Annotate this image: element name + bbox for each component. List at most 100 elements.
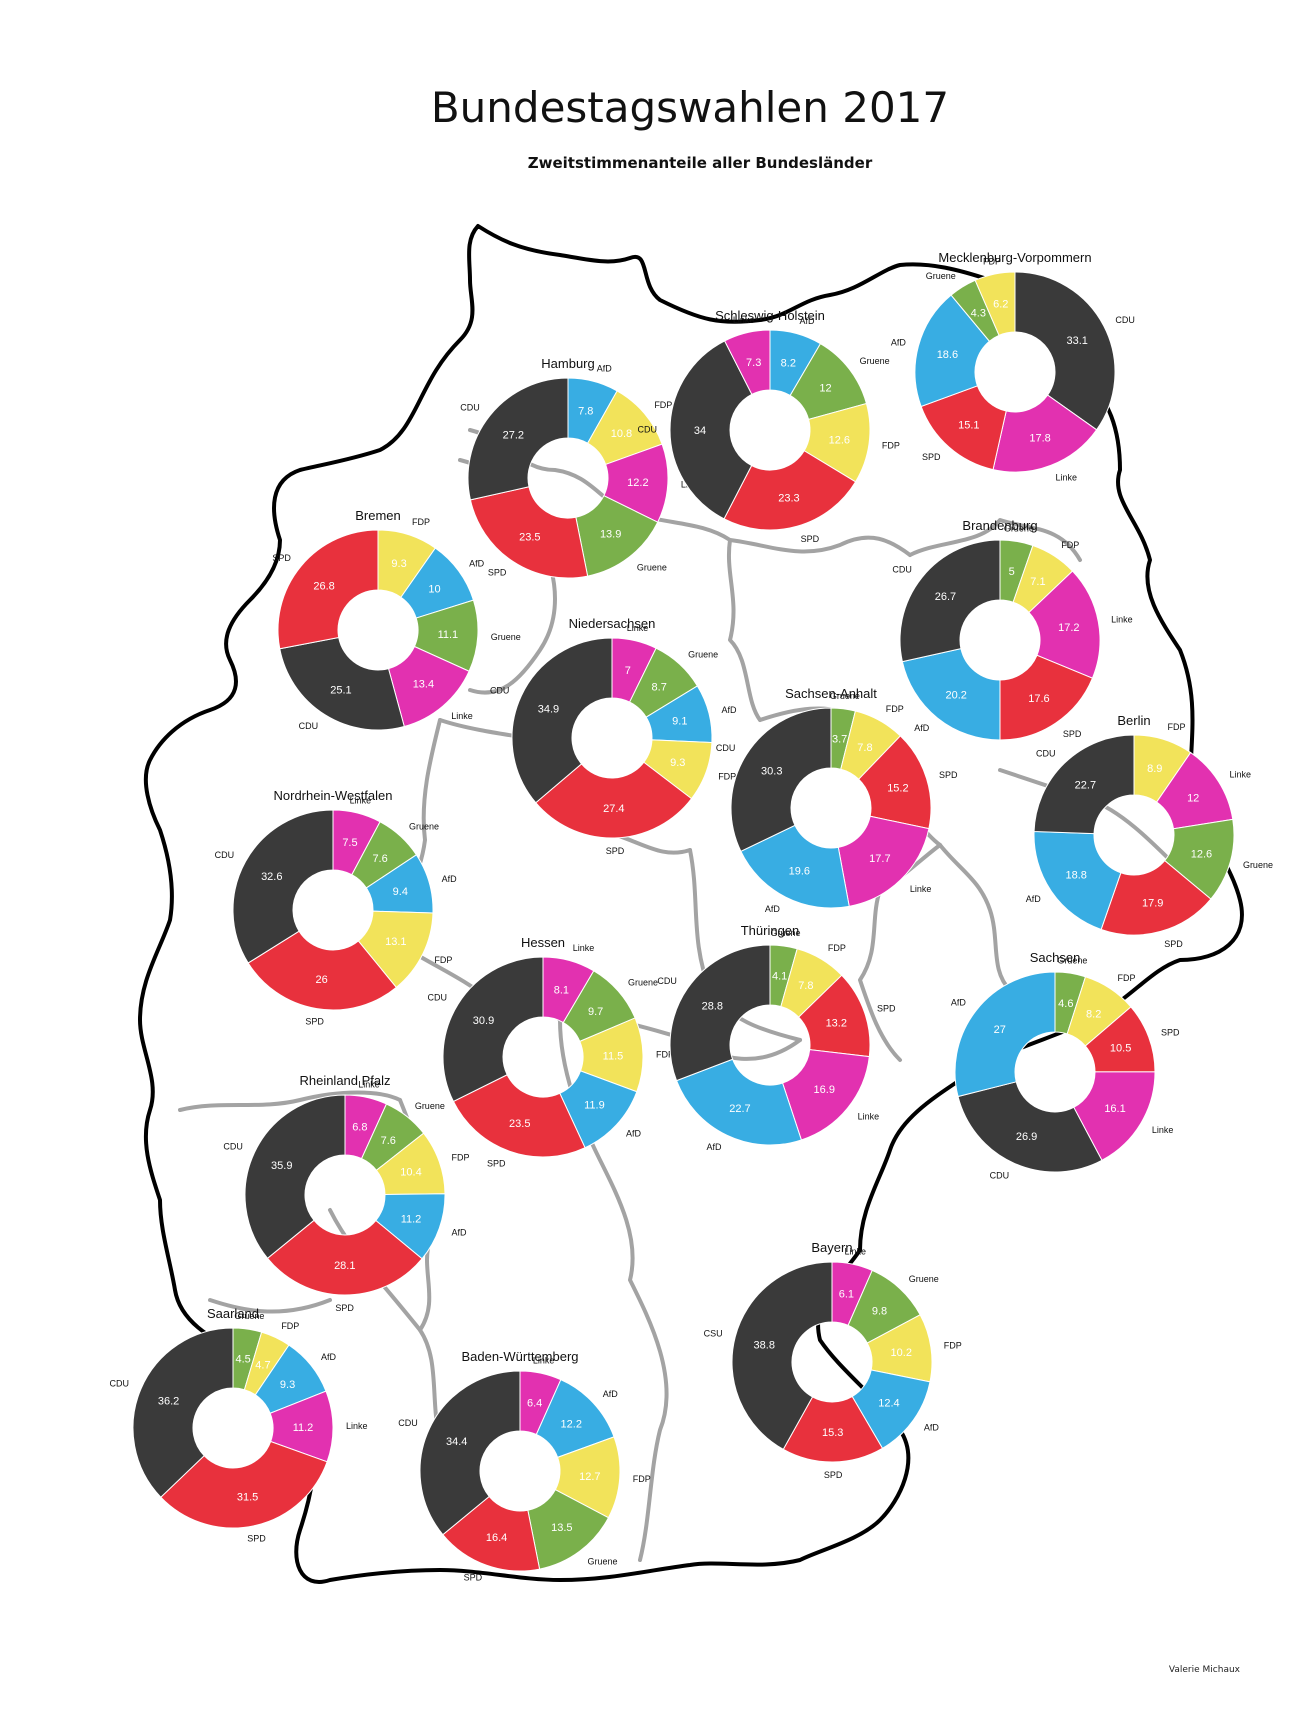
slice-sachsen-linke xyxy=(1073,1071,1156,1161)
party-label-hamburg-afd: AfD xyxy=(597,364,613,374)
party-label-brandenburg-spd: SPD xyxy=(1063,729,1082,739)
slice-schleswig-holstein-cdu xyxy=(669,340,753,520)
party-label-berlin-fdp: FDP xyxy=(1167,722,1185,732)
party-label-thueringen-fdp: FDP xyxy=(828,943,846,953)
slice-schleswig-holstein-spd xyxy=(723,450,857,531)
value-label-schleswig-holstein-linke: 7.3 xyxy=(746,357,761,369)
value-label-sachsen-anhalt-afd: 19.6 xyxy=(789,865,810,877)
value-label-niedersachsen-gruene: 8.7 xyxy=(652,681,667,693)
party-label-thueringen-gruene: Gruene xyxy=(771,928,801,938)
value-label-baden-wuerttemberg-afd: 12.2 xyxy=(561,1418,582,1430)
party-label-berlin-linke: Linke xyxy=(1230,770,1252,780)
party-label-sachsen-afd: AfD xyxy=(951,998,967,1008)
donut-rheinland-pfalz: Rheinland Pfalz 6.8 Linke 7.6 Gruene 10.4 FDP 1… xyxy=(223,1073,469,1313)
party-label-nordrhein-westfalen-linke: Linke xyxy=(350,795,372,805)
donut-hamburg: Hamburg7.8AfD10.8FDP12.2Linke13.9Gruene2… xyxy=(460,356,702,579)
value-label-nordrhein-westfalen-cdu: 32.6 xyxy=(261,871,282,883)
donut-title-rheinland-pfalz: Rheinland Pfalz xyxy=(299,1073,390,1088)
value-label-nordrhein-westfalen-fdp: 13.1 xyxy=(385,936,406,948)
party-label-rheinland-pfalz-fdp: FDP xyxy=(452,1152,470,1162)
party-label-sachsen-fdp: FDP xyxy=(1117,973,1135,983)
value-label-nordrhein-westfalen-spd: 26 xyxy=(315,974,327,986)
value-label-nordrhein-westfalen-linke: 7.5 xyxy=(342,837,357,849)
value-label-thueringen-afd: 22.7 xyxy=(729,1103,750,1115)
party-label-bremen-linke: Linke xyxy=(451,711,473,721)
slice-niedersachsen-spd xyxy=(535,761,693,839)
party-label-bayern-linke: Linke xyxy=(844,1246,866,1256)
donut-title-saarland: Saarland xyxy=(207,1306,259,1321)
value-label-saarland-cdu: 36.2 xyxy=(158,1396,179,1408)
donut-title-bayern: Bayern xyxy=(811,1240,852,1255)
value-label-sachsen-linke: 16.1 xyxy=(1104,1103,1125,1115)
value-label-thueringen-linke: 16.9 xyxy=(814,1084,835,1096)
value-label-brandenburg-cdu: 26.7 xyxy=(935,591,956,603)
value-label-sachsen-anhalt-cdu: 30.3 xyxy=(761,766,782,778)
credit-text: Valerie Michaux xyxy=(1169,1665,1241,1675)
party-label-schleswig-holstein-gruene: Gruene xyxy=(860,356,890,366)
value-label-saarland-spd: 31.5 xyxy=(237,1491,258,1503)
value-label-niedersachsen-cdu: 34.9 xyxy=(538,704,559,716)
party-label-hamburg-cdu: CDU xyxy=(460,402,480,412)
party-label-niedersachsen-linke: Linke xyxy=(627,623,649,633)
party-label-hamburg-spd: SPD xyxy=(488,568,507,578)
party-label-berlin-spd: SPD xyxy=(1164,939,1183,949)
party-label-hessen-cdu: CDU xyxy=(427,992,447,1002)
party-label-sachsen-gruene: Gruene xyxy=(1057,955,1087,965)
party-label-saarland-spd: SPD xyxy=(247,1534,266,1544)
party-label-baden-wuerttemberg-spd: SPD xyxy=(464,1572,483,1582)
slice-saarland-spd xyxy=(160,1440,328,1529)
party-label-thueringen-linke: Linke xyxy=(858,1111,880,1121)
donut-sachsen-anhalt: Sachsen-Anhalt 3.7 Gruene 7.8 FDP 15.2 SPD 17.7… xyxy=(716,686,958,914)
party-label-baden-wuerttemberg-gruene: Gruene xyxy=(588,1557,618,1567)
party-label-nordrhein-westfalen-fdp: FDP xyxy=(434,955,452,965)
value-label-bremen-spd: 26.8 xyxy=(313,580,334,592)
value-label-sachsen-afd: 27 xyxy=(994,1024,1006,1036)
party-label-thueringen-cdu: CDU xyxy=(657,976,677,986)
party-label-baden-wuerttemberg-afd: AfD xyxy=(603,1389,619,1399)
party-label-rheinland-pfalz-cdu: CDU xyxy=(223,1142,243,1152)
value-label-sachsen-spd: 10.5 xyxy=(1110,1043,1131,1055)
value-label-bremen-gruene: 11.1 xyxy=(438,629,459,641)
party-label-mecklenburg-vorpommern-fdp: FDP xyxy=(983,256,1001,266)
value-label-bayern-fdp: 10.2 xyxy=(891,1347,912,1359)
party-label-thueringen-afd: AfD xyxy=(706,1142,722,1152)
value-label-saarland-afd: 9.3 xyxy=(280,1379,295,1391)
party-label-mecklenburg-vorpommern-cdu: CDU xyxy=(1115,315,1135,325)
value-label-hessen-spd: 23.5 xyxy=(509,1118,530,1130)
party-label-hessen-linke: Linke xyxy=(573,943,595,953)
value-label-sachsen-cdu: 26.9 xyxy=(1016,1131,1037,1143)
value-label-saarland-fdp: 4.7 xyxy=(255,1360,270,1372)
value-label-baden-wuerttemberg-fdp: 12.7 xyxy=(579,1471,600,1483)
party-label-berlin-afd: AfD xyxy=(1026,894,1042,904)
value-label-bayern-spd: 15.3 xyxy=(822,1427,843,1439)
slice-berlin-afd xyxy=(1033,830,1122,931)
value-label-hamburg-spd: 23.5 xyxy=(519,532,540,544)
party-label-hessen-afd: AfD xyxy=(626,1129,642,1139)
party-label-sachsen-anhalt-linke: Linke xyxy=(910,884,932,894)
donut-title-bremen: Bremen xyxy=(355,508,401,523)
donut-mecklenburg-vorpommern: Mecklenburg-Vorpommern 33.1 CDU 17.8 Linke 15… xyxy=(891,250,1135,482)
value-label-sachsen-gruene: 4.6 xyxy=(1058,998,1073,1010)
party-label-baden-wuerttemberg-linke: Linke xyxy=(533,1355,555,1365)
party-label-sachsen-spd: SPD xyxy=(1161,1028,1180,1038)
slice-berlin-cdu xyxy=(1033,734,1135,835)
party-label-sachsen-anhalt-afd: AfD xyxy=(765,904,781,914)
party-label-nordrhein-westfalen-gruene: Gruene xyxy=(409,821,439,831)
value-label-nordrhein-westfalen-afd: 9.4 xyxy=(393,886,408,898)
party-label-brandenburg-gruene: Gruene xyxy=(1004,524,1034,534)
donut-charts: Hamburg 7.8 AfD 10.8 FDP 12.2 Linke 13.9 Gruene 2… xyxy=(110,250,1273,1582)
value-label-mecklenburg-vorpommern-gruene: 4.3 xyxy=(971,307,986,319)
slice-saarland-cdu xyxy=(132,1327,234,1498)
value-label-thueringen-gruene: 4.1 xyxy=(772,971,787,983)
value-label-rheinland-pfalz-fdp: 10.4 xyxy=(400,1167,421,1179)
value-label-hessen-cdu: 30.9 xyxy=(473,1015,494,1027)
party-label-mecklenburg-vorpommern-spd: SPD xyxy=(922,452,941,462)
party-label-rheinland-pfalz-gruene: Gruene xyxy=(415,1101,445,1111)
slice-brandenburg-linke xyxy=(1028,570,1101,679)
value-label-hamburg-gruene: 13.9 xyxy=(600,528,621,540)
party-label-thueringen-spd: SPD xyxy=(877,1004,896,1014)
party-label-mecklenburg-vorpommern-linke: Linke xyxy=(1056,472,1078,482)
party-label-saarland-gruene: Gruene xyxy=(234,1311,264,1321)
value-label-baden-wuerttemberg-cdu: 34.4 xyxy=(446,1436,467,1448)
slice-brandenburg-spd xyxy=(999,654,1094,741)
